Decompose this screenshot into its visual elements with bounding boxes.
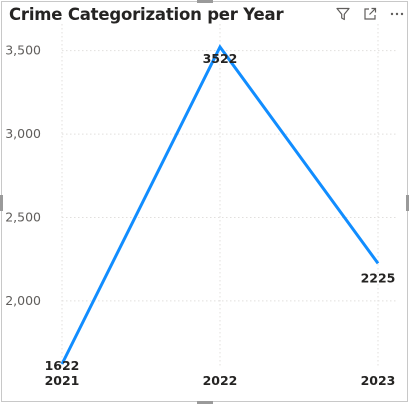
resize-handle-top[interactable] [197,0,213,3]
x-tick-label: 2022 [203,373,238,388]
resize-handle-right[interactable] [406,195,409,211]
more-options-icon[interactable] [389,6,405,22]
y-tick-label: 3,500 [5,43,41,58]
series-line [60,44,380,365]
focus-mode-icon[interactable] [362,6,378,22]
x-tick-label: 2021 [45,373,80,388]
visual-header-icons [335,6,405,22]
y-tick-label: 3,000 [5,126,41,141]
resize-handle-left[interactable] [0,195,3,211]
filter-icon[interactable] [335,6,351,22]
data-label: 3522 [203,51,238,66]
chart-title: Crime Categorization per Year [9,5,284,24]
resize-handle-bottom[interactable] [197,401,213,404]
data-label: 2225 [361,270,396,285]
data-label: 1622 [45,358,80,373]
y-tick-label: 2,500 [5,210,41,225]
y-tick-label: 2,000 [5,293,41,308]
x-tick-label: 2023 [361,373,396,388]
